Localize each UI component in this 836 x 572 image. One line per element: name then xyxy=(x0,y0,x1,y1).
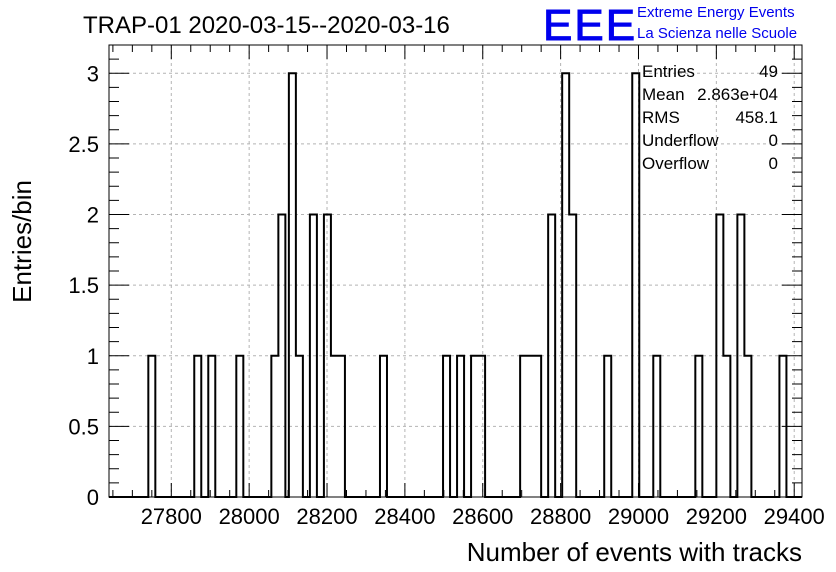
stats-label-overflow: Overflow xyxy=(642,154,710,173)
x-axis-ticks: 27800 28000 28200 28400 28600 28800 29000 29200… xyxy=(112,45,825,529)
y-axis-title: Entries/bin xyxy=(7,180,37,303)
chart-title: TRAP-01 2020-03-15--2020-03-16 xyxy=(83,12,450,39)
eee-logo-line1: Extreme Energy Events xyxy=(637,4,795,21)
stats-value-entries: 49 xyxy=(759,62,778,81)
y-tick-label: 3 xyxy=(87,61,99,86)
x-tick-label: 28800 xyxy=(530,504,591,529)
stats-label-mean: Mean xyxy=(642,85,685,104)
x-tick-label: 29200 xyxy=(686,504,747,529)
x-tick-label: 28000 xyxy=(219,504,280,529)
stats-value-overflow: 0 xyxy=(769,154,778,173)
stats-value-mean: 2.863e+04 xyxy=(697,85,778,104)
histogram-outline xyxy=(109,72,802,498)
x-tick-label: 28600 xyxy=(452,504,513,529)
y-tick-label: 2 xyxy=(87,203,99,228)
x-axis-title: Number of events with tracks xyxy=(467,537,802,567)
y-tick-label: 2.5 xyxy=(68,132,99,157)
stats-box: Entries 49 Mean 2.863e+04 RMS 458.1 Underflow 0… xyxy=(642,62,778,173)
x-tick-label: 27800 xyxy=(141,504,202,529)
stats-label-entries: Entries xyxy=(642,62,695,81)
x-tick-label: 28200 xyxy=(296,504,357,529)
grid-lines xyxy=(109,45,802,497)
eee-logo-line2: La Scienza nelle Scuole xyxy=(637,25,797,42)
eee-logo-mark: EEE xyxy=(543,1,637,50)
eee-logo: EEE Extreme Energy Events La Scienza nel… xyxy=(543,1,798,51)
x-tick-label: 29000 xyxy=(608,504,669,529)
stats-label-underflow: Underflow xyxy=(642,131,719,150)
stats-label-rms: RMS xyxy=(642,108,680,127)
y-tick-label: 0.5 xyxy=(68,414,99,439)
y-tick-label: 1 xyxy=(87,344,99,369)
x-tick-label: 28400 xyxy=(374,504,435,529)
histogram-bars xyxy=(109,72,802,498)
stats-value-underflow: 0 xyxy=(769,131,778,150)
x-tick-label: 29400 xyxy=(764,504,825,529)
y-tick-label: 0 xyxy=(87,485,99,510)
y-axis-ticks: 0 0.5 1 1.5 2 2.5 3 xyxy=(68,44,802,510)
y-tick-label: 1.5 xyxy=(68,273,99,298)
stats-value-rms: 458.1 xyxy=(735,108,778,127)
